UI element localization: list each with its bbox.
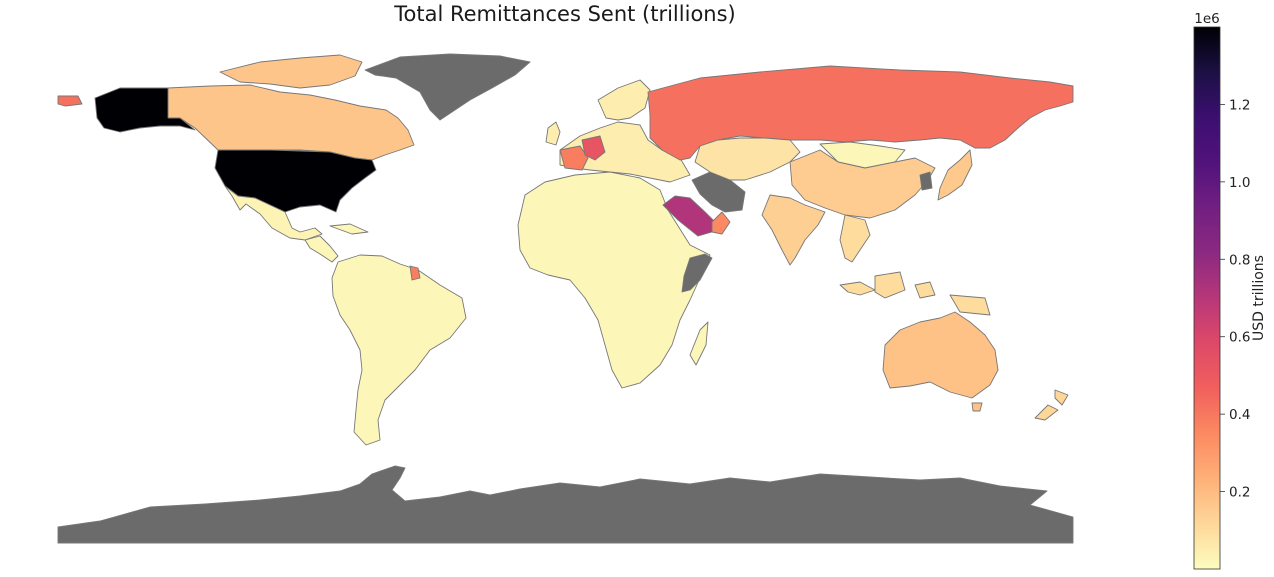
madagascar xyxy=(689,321,709,366)
chukotka xyxy=(57,95,83,107)
africa xyxy=(517,171,711,389)
colorbar-tick-label: 0.6 xyxy=(1229,330,1250,346)
colorbar-tick-label: 1.2 xyxy=(1229,97,1250,113)
colorbar-tick-label: 0.2 xyxy=(1229,485,1250,501)
somalia xyxy=(681,253,713,293)
arctic-islands xyxy=(219,54,363,89)
cuba xyxy=(329,223,369,235)
greenland xyxy=(364,53,531,121)
colorbar-gradient xyxy=(1193,26,1221,570)
colorbar-offset-label: 1e6 xyxy=(1194,11,1219,27)
colorbar-tick-label: 1.0 xyxy=(1229,175,1250,191)
india xyxy=(761,194,826,266)
indonesia xyxy=(839,271,991,316)
colorbar-label: USD trillions xyxy=(1251,255,1267,341)
france xyxy=(559,145,589,171)
canada xyxy=(167,84,415,161)
southeast-asia xyxy=(839,214,871,263)
australia xyxy=(882,311,999,399)
french-guiana xyxy=(409,265,421,281)
oman xyxy=(711,211,731,235)
germany xyxy=(581,135,606,161)
russia xyxy=(647,65,1074,161)
mexico xyxy=(224,185,323,241)
antarctica xyxy=(57,465,1074,544)
scandinavia xyxy=(597,79,651,121)
colorbar-tick-label: 0.8 xyxy=(1229,252,1250,268)
new-zealand xyxy=(1034,389,1069,421)
tasmania xyxy=(971,402,983,412)
alaska xyxy=(94,87,196,133)
south-america xyxy=(331,254,467,446)
colorbar: 0.2 0.4 0.6 0.8 1.0 1.2 1e6 USD trillions xyxy=(1193,11,1267,570)
korea xyxy=(919,171,933,191)
united-kingdom xyxy=(545,121,561,146)
central-america xyxy=(304,235,339,263)
colorbar-tick-label: 0.4 xyxy=(1229,407,1250,423)
japan xyxy=(937,149,973,201)
europe xyxy=(559,121,691,183)
map-title: Total Remittances Sent (trillions) xyxy=(394,2,736,26)
